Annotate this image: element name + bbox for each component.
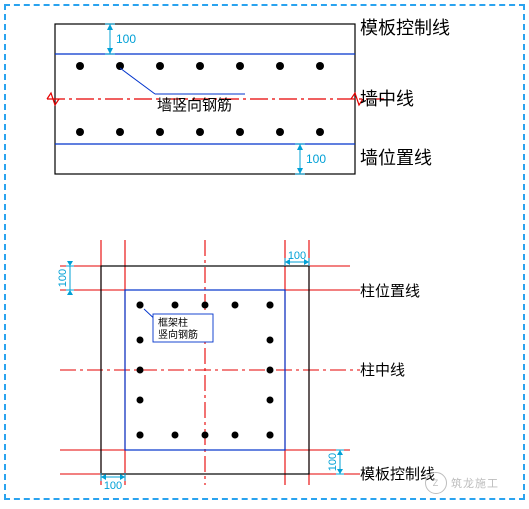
- svg-text:100: 100: [116, 32, 136, 46]
- svg-text:框架柱: 框架柱: [158, 316, 188, 329]
- svg-text:柱中线: 柱中线: [360, 362, 405, 379]
- svg-text:100: 100: [306, 152, 326, 166]
- diagram-svg: 墙竖向钢筋100100模板控制线墙中线墙位置线框架柱竖向钢筋1001001001…: [0, 0, 529, 504]
- watermark: Z 筑龙施工: [425, 472, 499, 494]
- svg-text:墙位置线: 墙位置线: [360, 148, 432, 168]
- svg-text:100: 100: [104, 480, 122, 492]
- watermark-text: 筑龙施工: [451, 475, 499, 491]
- diagram-frame: 墙竖向钢筋100100模板控制线墙中线墙位置线框架柱竖向钢筋1001001001…: [0, 0, 529, 504]
- svg-text:100: 100: [57, 269, 69, 287]
- svg-text:模板控制线: 模板控制线: [360, 18, 450, 38]
- watermark-logo-icon: Z: [425, 472, 447, 494]
- svg-text:墙竖向钢筋: 墙竖向钢筋: [157, 97, 232, 114]
- svg-text:墙中线: 墙中线: [360, 89, 414, 109]
- svg-text:竖向钢筋: 竖向钢筋: [158, 328, 198, 341]
- svg-text:100: 100: [327, 453, 339, 471]
- svg-text:100: 100: [288, 250, 306, 262]
- svg-text:柱位置线: 柱位置线: [360, 283, 420, 300]
- svg-text:模板控制线: 模板控制线: [360, 465, 435, 483]
